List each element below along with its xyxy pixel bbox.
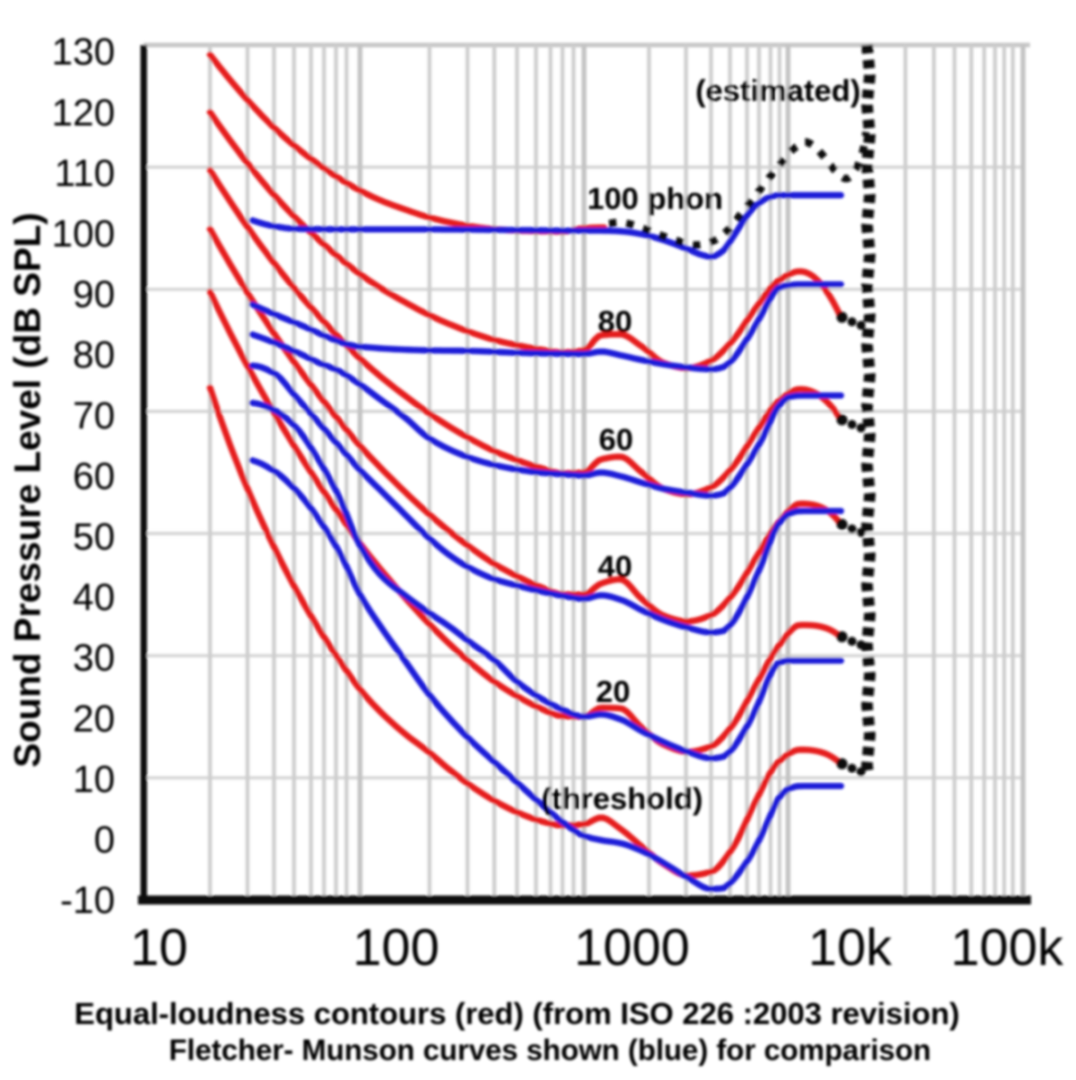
svg-text:10k: 10k [808,919,893,977]
svg-text:70: 70 [73,395,115,437]
svg-text:60: 60 [73,456,115,498]
svg-text:100k: 100k [951,919,1065,977]
svg-text:110: 110 [54,153,115,195]
svg-text:80: 80 [73,335,115,377]
svg-text:0: 0 [94,820,115,862]
svg-text:130: 130 [52,32,115,74]
svg-text:Equal-loudness contours (red): Equal-loudness contours (red) (from ISO … [74,996,959,1031]
svg-text:60: 60 [599,422,633,457]
svg-text:50: 50 [73,517,115,559]
svg-text:20: 20 [596,674,630,709]
svg-text:1000: 1000 [574,919,690,977]
svg-text:100: 100 [353,919,440,977]
svg-text:10: 10 [130,919,188,977]
svg-text:30: 30 [73,638,115,680]
svg-text:80: 80 [598,304,632,339]
svg-text:(estimated): (estimated) [695,73,860,108]
svg-text:40: 40 [598,549,632,584]
svg-text:100: 100 [52,214,115,256]
svg-text:120: 120 [52,92,115,134]
svg-text:(threshold): (threshold) [541,781,703,816]
svg-text:-10: -10 [60,880,115,922]
svg-text:Sound Pressure Level (dB SPL): Sound Pressure Level (dB SPL) [7,212,48,767]
svg-text:40: 40 [73,577,115,619]
svg-text:20: 20 [73,698,115,740]
svg-text:100 phon: 100 phon [587,181,723,216]
svg-text:10: 10 [73,759,115,801]
svg-text:90: 90 [73,274,115,316]
svg-text:Fletcher- Munson curves shown: Fletcher- Munson curves shown (blue) for… [169,1034,931,1067]
